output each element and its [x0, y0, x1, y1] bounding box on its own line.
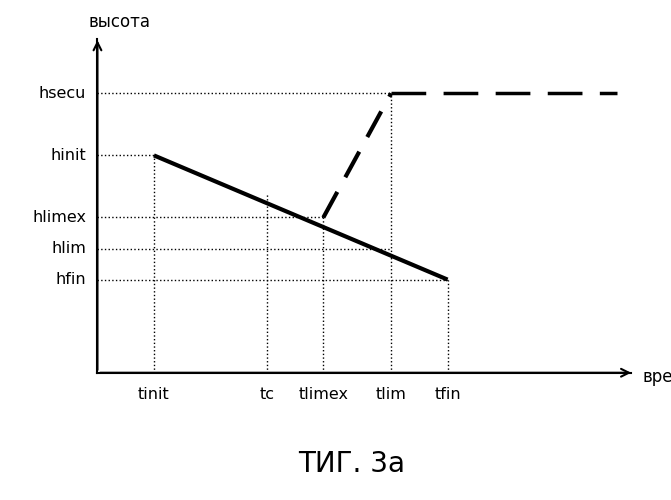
Text: время: время [642, 368, 671, 386]
Text: высота: высота [89, 13, 151, 31]
Text: hlimex: hlimex [32, 210, 86, 225]
Text: hsecu: hsecu [39, 86, 86, 101]
Text: ΤИГ. 3а: ΤИГ. 3а [298, 450, 405, 478]
Text: tinit: tinit [138, 386, 170, 402]
Text: hlim: hlim [51, 241, 86, 256]
Text: tc: tc [260, 386, 274, 402]
Text: tlimex: tlimex [299, 386, 348, 402]
Text: hfin: hfin [56, 272, 86, 287]
Text: tfin: tfin [434, 386, 461, 402]
Text: tlim: tlim [376, 386, 407, 402]
Text: hinit: hinit [50, 148, 86, 163]
